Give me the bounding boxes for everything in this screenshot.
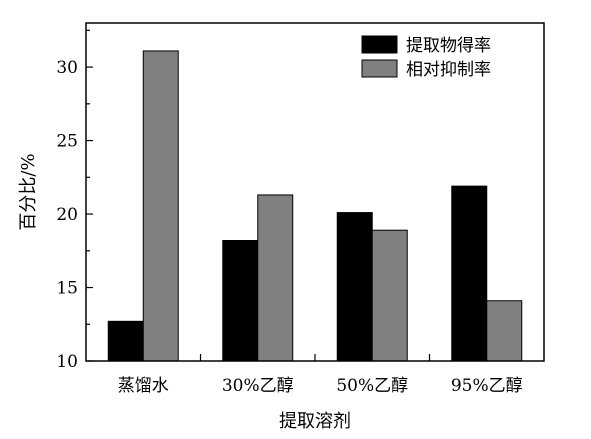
ticks-layer: 10 15 20 25 30 蒸馏水 30%乙醇 50%乙醇 95%乙醇 — [56, 29, 523, 396]
bars-layer — [107, 50, 523, 362]
legend-label-series-1: 提取物得率 — [406, 36, 491, 56]
legend: 提取物得率 相对抑制率 — [361, 35, 491, 80]
bar-series-1-1 — [107, 320, 144, 362]
bar-series-2-1 — [142, 50, 179, 362]
y-tick-label: 20 — [56, 205, 78, 225]
legend-swatch-series-1 — [361, 35, 398, 54]
y-tick-label: 10 — [56, 352, 78, 372]
bar-series-2-4 — [486, 300, 523, 362]
bar-series-2-3 — [371, 229, 408, 362]
x-category-label: 95%乙醇 — [451, 376, 523, 396]
x-category-label: 30%乙醇 — [222, 376, 294, 396]
bar-series-1-2 — [222, 239, 259, 362]
legend-label-series-2: 相对抑制率 — [406, 60, 491, 80]
bar-series-1-4 — [451, 185, 488, 362]
y-tick-label: 30 — [56, 58, 78, 78]
y-axis-title: 百分比/% — [18, 153, 39, 230]
x-category-label: 蒸馏水 — [118, 376, 169, 396]
y-tick-label: 15 — [56, 279, 78, 299]
y-tick-label: 25 — [56, 132, 78, 152]
x-axis-title: 提取溶剂 — [279, 411, 351, 432]
legend-swatch-series-2 — [361, 59, 398, 78]
bar-series-1-3 — [336, 212, 373, 362]
bar-series-2-2 — [257, 194, 294, 362]
x-category-label: 50%乙醇 — [336, 376, 408, 396]
